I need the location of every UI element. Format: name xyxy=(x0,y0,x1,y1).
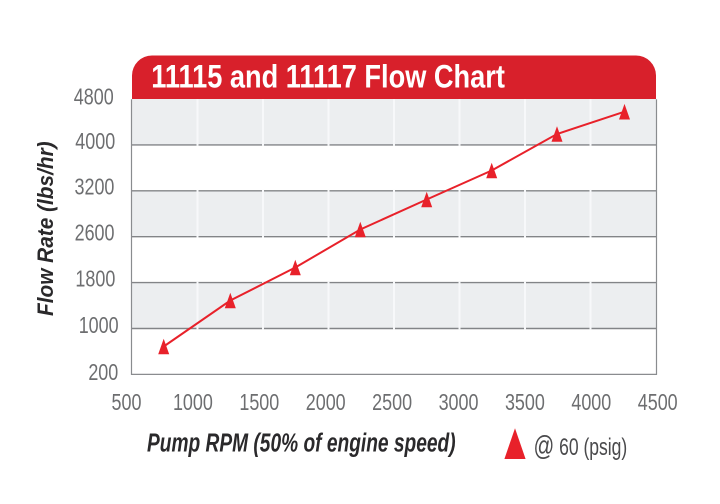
svg-text:Flow Rate (lbs/hr): Flow Rate (lbs/hr) xyxy=(33,141,58,316)
svg-text:4500: 4500 xyxy=(638,390,678,416)
svg-text:1500: 1500 xyxy=(239,390,279,416)
svg-text:@ 60 (psig): @ 60 (psig) xyxy=(534,431,628,462)
svg-text:Pump RPM (50% of engine speed): Pump RPM (50% of engine speed) xyxy=(147,428,456,458)
svg-text:3200: 3200 xyxy=(75,174,115,200)
svg-text:1000: 1000 xyxy=(79,313,119,339)
svg-text:1000: 1000 xyxy=(173,390,213,416)
svg-text:1800: 1800 xyxy=(75,266,115,292)
svg-text:4000: 4000 xyxy=(75,129,115,155)
svg-text:500: 500 xyxy=(112,390,142,416)
svg-text:2500: 2500 xyxy=(372,390,412,416)
svg-text:200: 200 xyxy=(88,360,118,386)
svg-text:4800: 4800 xyxy=(74,84,114,110)
svg-text:3000: 3000 xyxy=(439,390,479,416)
svg-text:2000: 2000 xyxy=(306,390,346,416)
svg-text:11115 and 11117 Flow Chart: 11115 and 11117 Flow Chart xyxy=(151,60,505,96)
svg-text:4000: 4000 xyxy=(571,390,611,416)
svg-text:3500: 3500 xyxy=(505,390,545,416)
svg-text:2600: 2600 xyxy=(75,220,115,246)
